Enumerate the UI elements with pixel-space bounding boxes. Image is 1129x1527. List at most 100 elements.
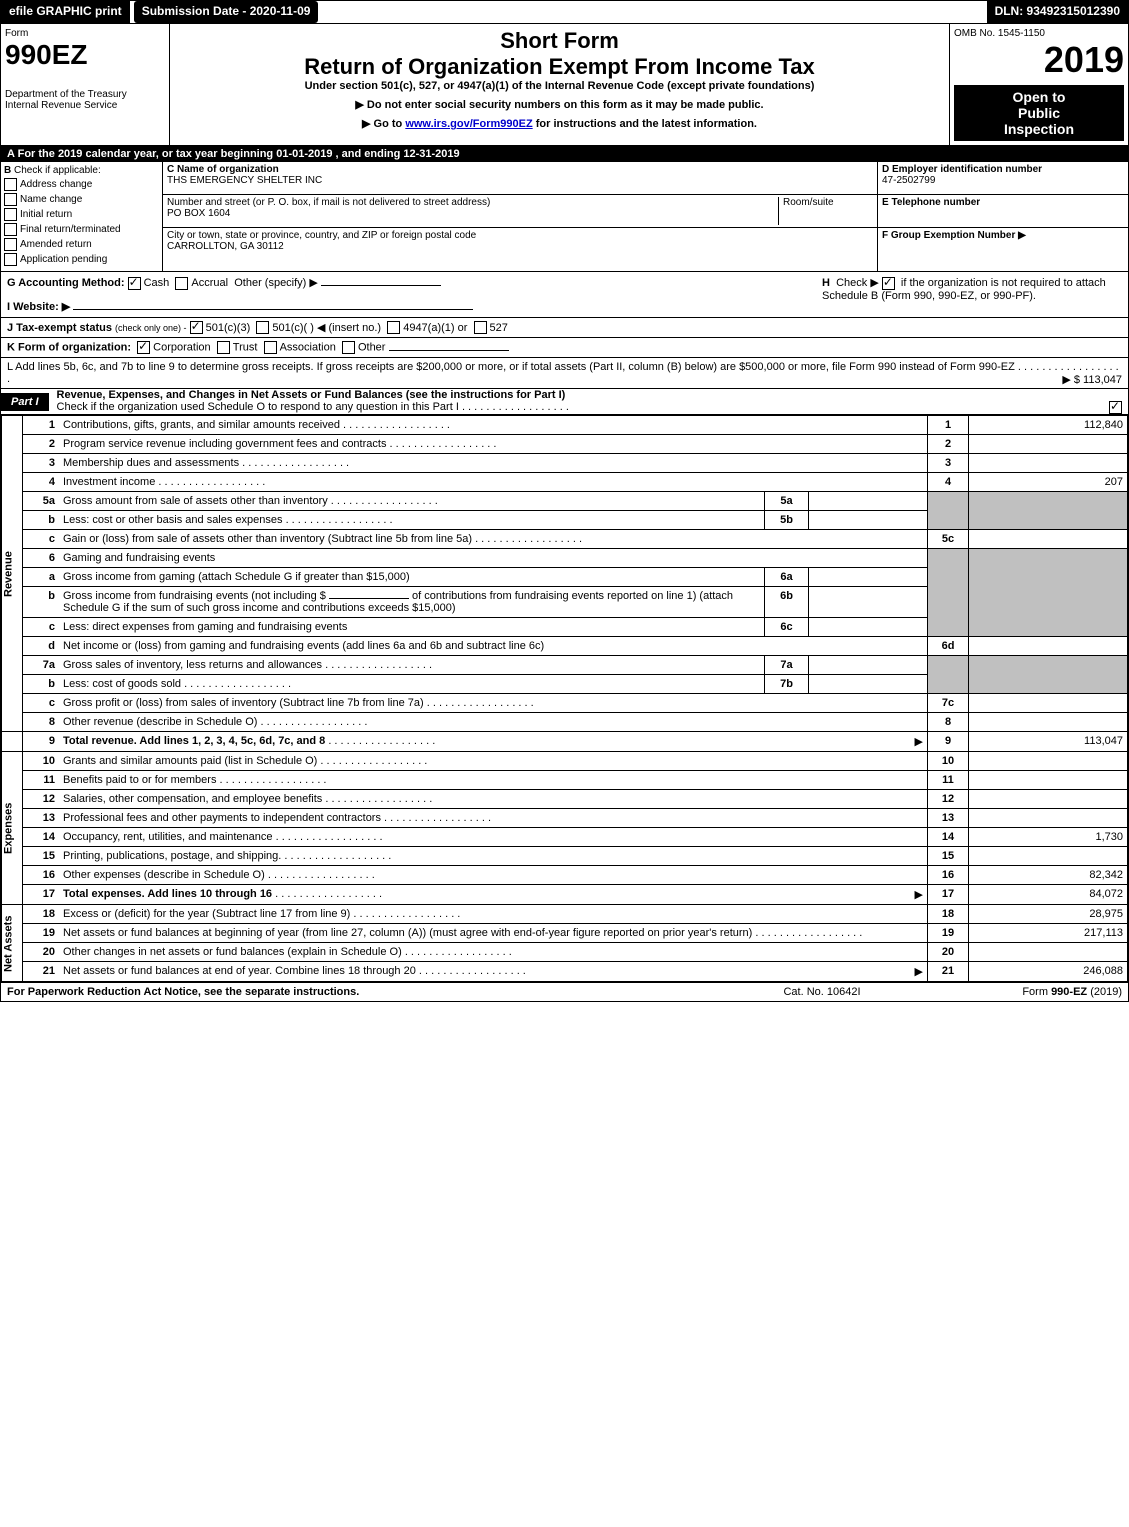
top-bar: efile GRAPHIC print Submission Date - 20… <box>1 1 1128 23</box>
trust-label: Trust <box>233 342 258 354</box>
other-label: Other (specify) ▶ <box>234 277 318 289</box>
box-def: D Employer identification number 47-2502… <box>877 162 1128 271</box>
row19-value: 217,113 <box>969 924 1128 943</box>
row6d-num: d <box>23 637 60 656</box>
subtitle: Under section 501(c), 527, or 4947(a)(1)… <box>174 80 945 92</box>
addr-change-checkbox[interactable]: Address change <box>4 178 159 191</box>
other-org-label: Other <box>358 342 386 354</box>
h-text: Check ▶ <box>836 277 879 289</box>
row1-colnum: 1 <box>928 416 969 435</box>
line-a-prefix: A <box>7 148 15 160</box>
row8-colnum: 8 <box>928 713 969 732</box>
accrual-checkbox[interactable] <box>175 277 188 290</box>
row4-colnum: 4 <box>928 473 969 492</box>
row13-desc: Professional fees and other payments to … <box>63 812 381 824</box>
part1-header: Part I Revenue, Expenses, and Changes in… <box>1 389 1128 415</box>
row7a-num: 7a <box>23 656 60 675</box>
row6a-mid: 6a <box>765 568 809 587</box>
row5b-midval <box>809 511 928 530</box>
h-checkbox[interactable] <box>882 277 895 290</box>
assoc-checkbox[interactable] <box>264 341 277 354</box>
app-pending-checkbox[interactable]: Application pending <box>4 253 159 266</box>
irs-label: Internal Revenue Service <box>5 100 165 111</box>
l-amount: ▶ $ 113,047 <box>1062 373 1122 386</box>
part1-schedule-o-checkbox[interactable] <box>1109 401 1122 414</box>
row14-value: 1,730 <box>969 828 1128 847</box>
amended-return-checkbox[interactable]: Amended return <box>4 238 159 251</box>
row5c-colnum: 5c <box>928 530 969 549</box>
row5b-mid: 5b <box>765 511 809 530</box>
line-j: J Tax-exempt status (check only one) - 5… <box>1 318 1128 339</box>
row7b-midval <box>809 675 928 694</box>
row16-value: 82,342 <box>969 866 1128 885</box>
other-org-checkbox[interactable] <box>342 341 355 354</box>
row21-num: 21 <box>23 962 60 982</box>
row20-colnum: 20 <box>928 943 969 962</box>
open-line1: Open to <box>958 89 1120 105</box>
submission-date-badge: Submission Date - 2020-11-09 <box>134 1 319 23</box>
room-label: Room/suite <box>783 197 834 208</box>
form-word: Form <box>5 28 165 39</box>
form-header: Form 990EZ Department of the Treasury In… <box>1 23 1128 146</box>
corp-checkbox[interactable] <box>137 341 150 354</box>
row7c-num: c <box>23 694 60 713</box>
row1-num: 1 <box>23 416 60 435</box>
row18-num: 18 <box>23 905 60 924</box>
501c-checkbox[interactable] <box>256 321 269 334</box>
row8-value <box>969 713 1128 732</box>
ssn-note: ▶ Do not enter social security numbers o… <box>174 98 945 111</box>
irs-link[interactable]: www.irs.gov/Form990EZ <box>405 118 532 130</box>
accrual-label: Accrual <box>191 277 228 289</box>
4947-checkbox[interactable] <box>387 321 400 334</box>
part1-title: Revenue, Expenses, and Changes in Net As… <box>57 389 566 401</box>
row5a-num: 5a <box>23 492 60 511</box>
row15-value <box>969 847 1128 866</box>
name-change-checkbox[interactable]: Name change <box>4 193 159 206</box>
row2-desc: Program service revenue including govern… <box>63 438 386 450</box>
row6a-num: a <box>23 568 60 587</box>
cash-label: Cash <box>144 277 170 289</box>
cash-checkbox[interactable] <box>128 277 141 290</box>
box-c: C Name of organization THS EMERGENCY SHE… <box>163 162 877 271</box>
row16-colnum: 16 <box>928 866 969 885</box>
row21-colnum: 21 <box>928 962 969 982</box>
row7a-midval <box>809 656 928 675</box>
open-line3: Inspection <box>958 121 1120 137</box>
row6c-num: c <box>23 618 60 637</box>
row11-value <box>969 771 1128 790</box>
row21-desc: Net assets or fund balances at end of ye… <box>63 965 416 977</box>
initial-return-checkbox[interactable]: Initial return <box>4 208 159 221</box>
k-label: K Form of organization: <box>7 342 131 354</box>
row3-desc: Membership dues and assessments <box>63 457 239 469</box>
box-b: B Check if applicable: Address change Na… <box>1 162 163 271</box>
row6b-num: b <box>23 587 60 618</box>
501c3-checkbox[interactable] <box>190 321 203 334</box>
final-return-checkbox[interactable]: Final return/terminated <box>4 223 159 236</box>
row19-num: 19 <box>23 924 60 943</box>
line-l: L Add lines 5b, 6c, and 7b to line 9 to … <box>1 358 1128 389</box>
row15-colnum: 15 <box>928 847 969 866</box>
city-label: City or town, state or province, country… <box>167 230 476 241</box>
header-right: OMB No. 1545-1150 2019 Open to Public In… <box>950 24 1128 145</box>
row5b-desc: Less: cost or other basis and sales expe… <box>63 514 283 526</box>
row6c-desc: Less: direct expenses from gaming and fu… <box>63 621 347 633</box>
goto-note: ▶ Go to www.irs.gov/Form990EZ for instru… <box>174 117 945 130</box>
row6-num: 6 <box>23 549 60 568</box>
row5a-midval <box>809 492 928 511</box>
row16-num: 16 <box>23 866 60 885</box>
part1-table: Revenue 1 Contributions, gifts, grants, … <box>1 415 1128 982</box>
part1-check-text: Check if the organization used Schedule … <box>57 401 459 413</box>
row19-desc: Net assets or fund balances at beginning… <box>63 927 752 939</box>
efile-button[interactable]: efile GRAPHIC print <box>1 1 130 23</box>
row11-colnum: 11 <box>928 771 969 790</box>
revenue-vert-label: Revenue <box>2 416 23 732</box>
row9-arrow: ▶ <box>915 735 923 748</box>
part1-label: Part I <box>1 393 49 411</box>
form-number: 990EZ <box>5 39 165 71</box>
row21-arrow: ▶ <box>915 965 923 978</box>
trust-checkbox[interactable] <box>217 341 230 354</box>
f-label: F Group Exemption Number ▶ <box>882 230 1026 241</box>
527-checkbox[interactable] <box>474 321 487 334</box>
row7b-num: b <box>23 675 60 694</box>
row6a-midval <box>809 568 928 587</box>
